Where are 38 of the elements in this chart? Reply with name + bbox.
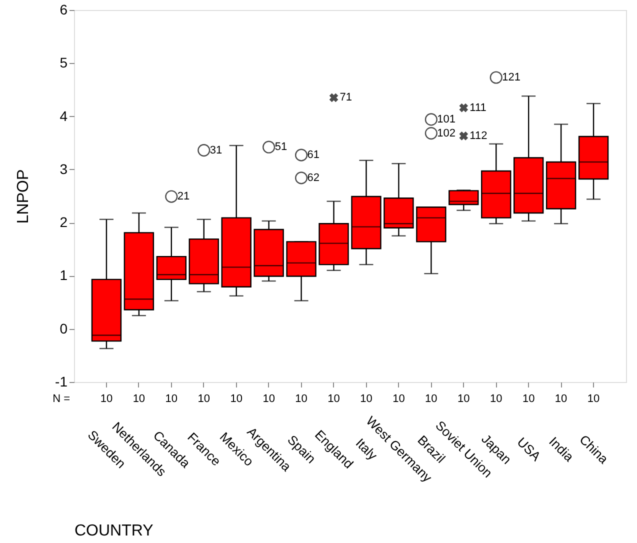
y-tick-label: 3	[60, 160, 68, 177]
annotation: 102	[437, 127, 456, 140]
text: 10	[490, 393, 502, 405]
annotation: 62	[307, 172, 320, 184]
text: 10	[295, 393, 308, 405]
annotation: 61	[307, 149, 320, 162]
annotation: 111	[470, 102, 486, 114]
text: 10	[132, 393, 146, 405]
y-tick-label: 4	[60, 108, 68, 124]
text: 10	[425, 393, 438, 405]
text: 10	[230, 393, 242, 405]
text: 10	[587, 393, 600, 405]
annotation: 71	[340, 92, 352, 104]
annotation: 101	[437, 113, 456, 126]
y-tick-label: 0	[60, 320, 68, 336]
y-tick-label: 2	[60, 214, 68, 230]
x-axis-title: COUNTRY	[74, 522, 154, 540]
text: 10	[360, 393, 372, 405]
text: 10	[458, 393, 470, 405]
annotation: 121	[502, 71, 520, 84]
text: 10	[198, 393, 210, 405]
y-axis-title: LNPOP	[15, 169, 32, 224]
annotation: 51	[274, 141, 288, 154]
text: 10	[262, 393, 275, 405]
text: 10	[392, 393, 405, 405]
annotation: 112	[470, 130, 488, 142]
annotation: 21	[177, 190, 190, 203]
text: N =	[52, 393, 70, 405]
text: 10	[100, 393, 113, 405]
y-tick-label: 1	[60, 267, 68, 284]
text: 10	[554, 393, 568, 405]
y-tick-label: 6	[60, 2, 68, 18]
text: 10	[165, 393, 178, 405]
y-tick-label: -1	[55, 374, 68, 390]
annotation: 31	[210, 144, 222, 156]
y-tick-label: 5	[60, 54, 68, 71]
text: 10	[522, 393, 535, 405]
text: 10	[328, 393, 340, 405]
